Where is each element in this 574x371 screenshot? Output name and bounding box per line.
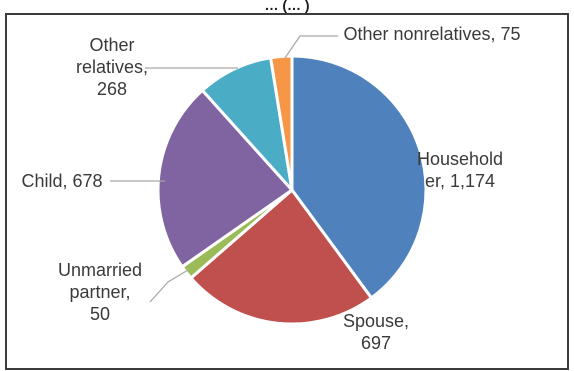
pie-slice-child: [156, 88, 295, 269]
data-label-householder: Household er, 1,174: [417, 149, 503, 191]
data-label-other-relatives: Other relatives, 268: [76, 35, 148, 99]
slice-labels: Household er, 1,174 Spouse, 697 Unmarried par…: [21, 24, 520, 353]
title-strip: [0, 0, 574, 14]
chart-title-fragment: … (… ): [264, 0, 309, 13]
leader-lines: [110, 35, 338, 303]
data-label-spouse: Spouse, 697: [343, 311, 409, 353]
chart-border: [5, 13, 569, 370]
pie-slices: [156, 54, 428, 326]
data-label-child: Child, 678: [21, 171, 102, 191]
pie-slice-other-nonrelatives: [268, 54, 294, 191]
data-label-other-nonrelatives: Other nonrelatives, 75: [343, 24, 520, 44]
leader-line-unmarried-partner: [149, 269, 189, 303]
pie-slice-spouse: [188, 187, 374, 326]
data-label-unmarried-partner: Unmarried partner, 50: [58, 260, 142, 324]
leader-line-other-nonrelatives: [284, 35, 338, 59]
pie-slice-householder: [290, 54, 428, 301]
